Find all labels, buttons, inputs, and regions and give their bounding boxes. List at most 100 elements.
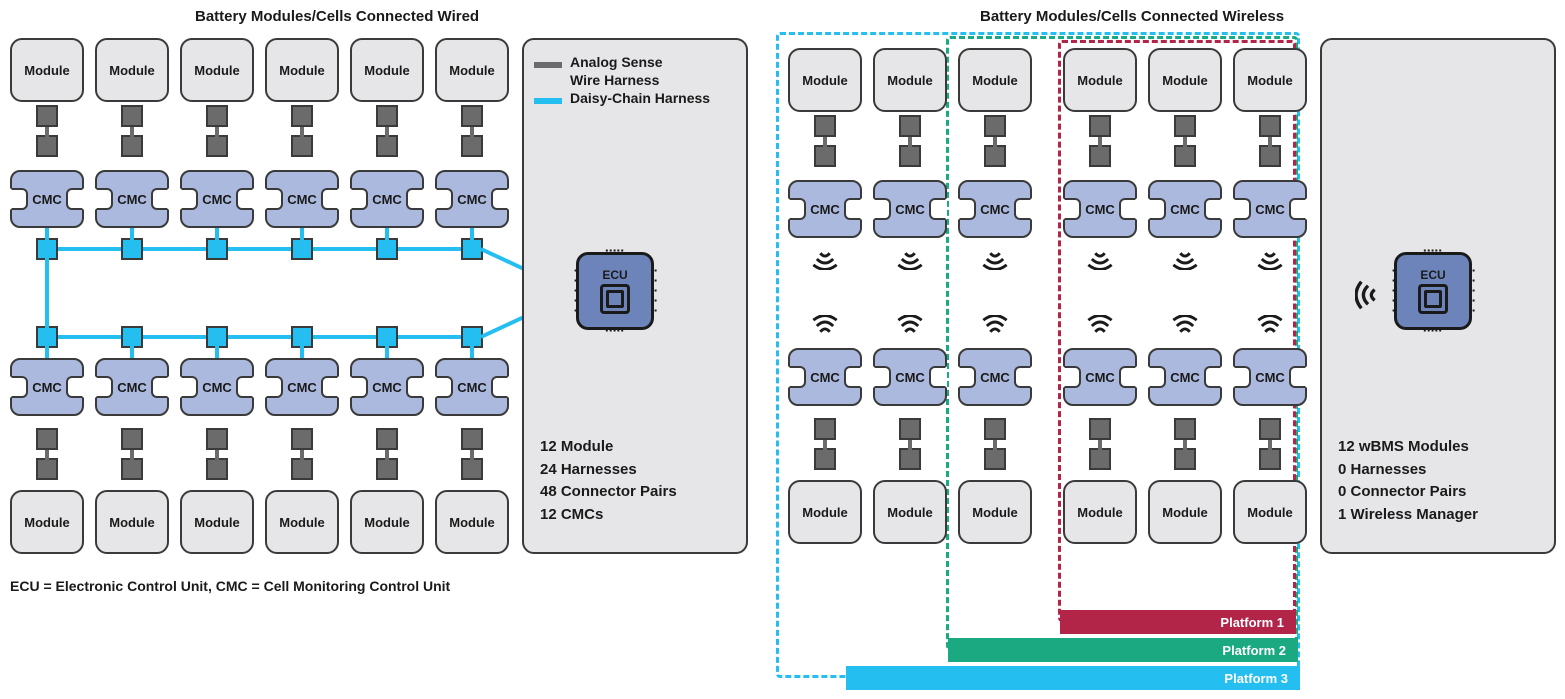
wifi-icon bbox=[811, 315, 839, 337]
grey-connector bbox=[376, 135, 398, 157]
wifi-icon bbox=[1256, 315, 1284, 337]
grey-connector bbox=[121, 458, 143, 480]
grey-connector bbox=[1259, 418, 1281, 440]
wireless-module: Module bbox=[873, 48, 947, 112]
daisy-wire bbox=[45, 346, 49, 358]
analog-wire bbox=[823, 137, 827, 147]
wired-module: Module bbox=[180, 490, 254, 554]
grey-connector bbox=[984, 448, 1006, 470]
wireless-cmc: CMC bbox=[1063, 180, 1137, 238]
wireless-cmc: CMC bbox=[958, 348, 1032, 406]
grey-connector bbox=[1174, 115, 1196, 137]
cyan-connector bbox=[206, 238, 228, 260]
legend-analog-swatch bbox=[534, 62, 562, 68]
wired-cmc: CMC bbox=[10, 358, 84, 416]
legend-daisy: Daisy-Chain Harness bbox=[570, 90, 710, 106]
daisy-wire bbox=[470, 346, 474, 358]
wireless-module: Module bbox=[958, 48, 1032, 112]
analog-wire bbox=[45, 450, 49, 460]
grey-connector bbox=[121, 135, 143, 157]
wireless-cmc: CMC bbox=[958, 180, 1032, 238]
wireless-cmc: CMC bbox=[788, 348, 862, 406]
wired-cmc: CMC bbox=[350, 358, 424, 416]
wireless-module: Module bbox=[788, 48, 862, 112]
grey-connector bbox=[291, 135, 313, 157]
wired-cmc: CMC bbox=[95, 170, 169, 228]
wired-module: Module bbox=[265, 38, 339, 102]
grey-connector bbox=[36, 105, 58, 127]
grey-connector bbox=[1089, 448, 1111, 470]
grey-connector bbox=[121, 428, 143, 450]
analog-wire bbox=[993, 137, 997, 147]
daisy-wire bbox=[228, 335, 291, 339]
wireless-cmc: CMC bbox=[873, 180, 947, 238]
grey-connector bbox=[206, 105, 228, 127]
analog-wire bbox=[470, 127, 474, 137]
legend-analog2: Wire Harness bbox=[570, 72, 659, 88]
grey-connector bbox=[1089, 418, 1111, 440]
grey-connector bbox=[1089, 145, 1111, 167]
wireless-module: Module bbox=[1063, 480, 1137, 544]
grey-connector bbox=[36, 135, 58, 157]
analog-wire bbox=[130, 450, 134, 460]
wired-module: Module bbox=[350, 38, 424, 102]
wired-cmc: CMC bbox=[180, 170, 254, 228]
daisy-wire bbox=[398, 247, 461, 251]
cyan-connector bbox=[121, 326, 143, 348]
grey-connector bbox=[36, 458, 58, 480]
wifi-icon bbox=[1355, 279, 1381, 311]
wireless-cmc: CMC bbox=[1148, 180, 1222, 238]
wired-module: Module bbox=[435, 38, 509, 102]
wired-cmc: CMC bbox=[10, 170, 84, 228]
grey-connector bbox=[984, 115, 1006, 137]
grey-connector bbox=[814, 115, 836, 137]
daisy-wire bbox=[130, 228, 134, 240]
wireless-module: Module bbox=[958, 480, 1032, 544]
daisy-wire bbox=[313, 247, 376, 251]
wireless-cmc: CMC bbox=[1148, 348, 1222, 406]
wifi-icon bbox=[1086, 248, 1114, 270]
cyan-connector bbox=[461, 238, 483, 260]
grey-connector bbox=[1259, 448, 1281, 470]
daisy-wire bbox=[470, 228, 474, 240]
grey-connector bbox=[899, 145, 921, 167]
wired-cmc: CMC bbox=[350, 170, 424, 228]
analog-wire bbox=[300, 450, 304, 460]
daisy-wire bbox=[228, 247, 291, 251]
analog-wire bbox=[908, 137, 912, 147]
wireless-cmc: CMC bbox=[1063, 348, 1137, 406]
analog-wire bbox=[993, 440, 997, 450]
wired-module: Module bbox=[10, 490, 84, 554]
wired-cmc: CMC bbox=[265, 358, 339, 416]
grey-connector bbox=[1174, 145, 1196, 167]
daisy-wire bbox=[215, 228, 219, 240]
wired-stats: 12 Module 24 Harnesses 48 Connector Pair… bbox=[540, 436, 677, 526]
daisy-wire bbox=[300, 228, 304, 240]
wired-cmc: CMC bbox=[180, 358, 254, 416]
wifi-icon bbox=[896, 248, 924, 270]
grey-connector bbox=[291, 105, 313, 127]
wired-module: Module bbox=[435, 490, 509, 554]
wireless-cmc: CMC bbox=[1233, 348, 1307, 406]
analog-wire bbox=[1183, 440, 1187, 450]
wireless-module: Module bbox=[1063, 48, 1137, 112]
analog-wire bbox=[1098, 137, 1102, 147]
grey-connector bbox=[291, 458, 313, 480]
grey-connector bbox=[206, 458, 228, 480]
platform-2-bar: Platform 2 bbox=[948, 638, 1298, 662]
daisy-wire bbox=[385, 346, 389, 358]
daisy-wire bbox=[398, 335, 461, 339]
grey-connector bbox=[1259, 115, 1281, 137]
wired-cmc: CMC bbox=[435, 358, 509, 416]
grey-connector bbox=[899, 115, 921, 137]
wireless-cmc: CMC bbox=[873, 348, 947, 406]
title-wired: Battery Modules/Cells Connected Wired bbox=[195, 8, 479, 25]
grey-connector bbox=[121, 105, 143, 127]
chip-icon bbox=[600, 284, 630, 314]
cyan-connector bbox=[376, 326, 398, 348]
wireless-module: Module bbox=[1233, 48, 1307, 112]
grey-connector bbox=[1259, 145, 1281, 167]
analog-wire bbox=[215, 450, 219, 460]
analog-wire bbox=[215, 127, 219, 137]
wifi-icon bbox=[981, 248, 1009, 270]
